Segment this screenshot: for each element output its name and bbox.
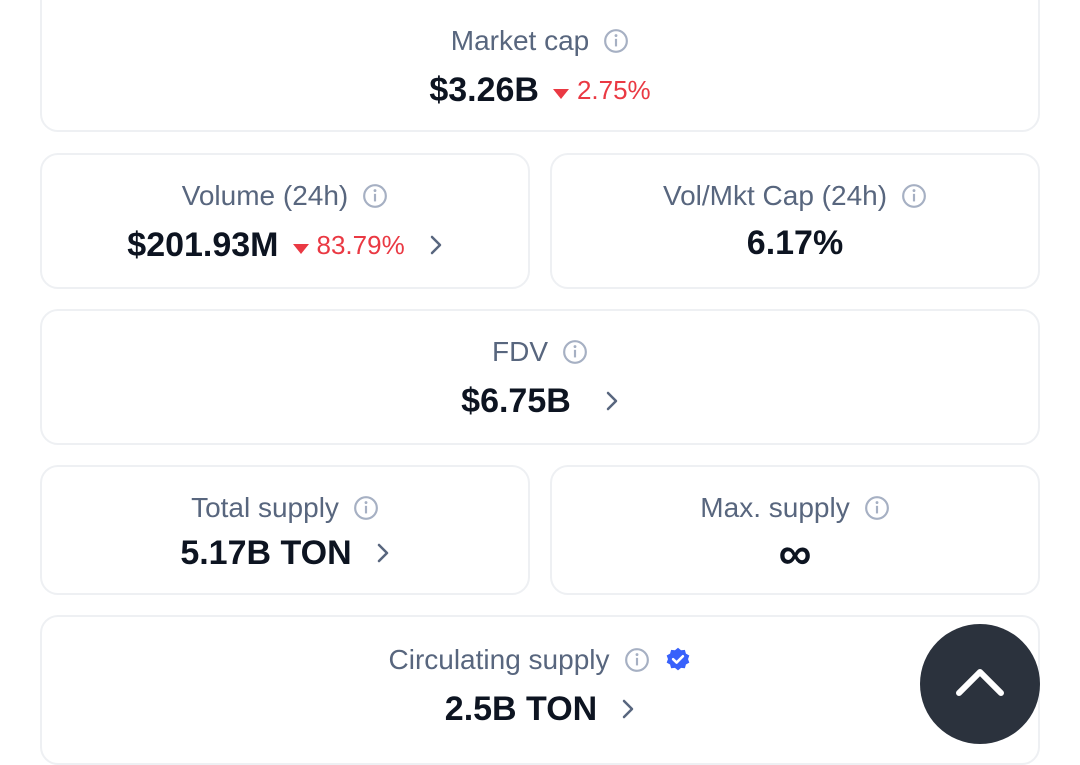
vol-mkt-cap-value-row: 6.17% [747, 223, 843, 263]
verified-badge-icon[interactable] [664, 646, 692, 674]
volume-24h-label: Volume (24h) [181, 180, 349, 211]
chevron-right-icon[interactable] [605, 390, 619, 412]
vol-mkt-cap-card: Vol/Mkt Cap (24h) 6.17% [550, 153, 1040, 289]
volume-24h-value-row: $201.93M 83.79% [127, 225, 442, 265]
info-icon[interactable] [562, 339, 588, 365]
fdv-value: $6.75B [461, 382, 571, 420]
max-supply-value-row: ∞ [778, 527, 812, 579]
vol-mkt-cap-label: Vol/Mkt Cap (24h) [662, 180, 888, 211]
total-supply-value-row: 5.17B TON [180, 533, 389, 573]
chevron-right-icon[interactable] [376, 542, 390, 564]
total-supply-value: 5.17B TON [180, 534, 352, 572]
volume-24h-change-value: 83.79% [316, 230, 405, 260]
fdv-label: FDV [492, 336, 548, 367]
circulating-supply-value-row: 2.5B TON [445, 689, 635, 729]
caret-down-icon [292, 225, 309, 265]
market-cap-change-value: 2.75% [576, 75, 651, 105]
circulating-supply-card[interactable]: Circulating supply 2.5B TON [40, 615, 1040, 765]
volume-24h-card[interactable]: Volume (24h) $201.93M 83.79% [40, 153, 530, 289]
total-supply-label: Total supply [191, 492, 339, 523]
circulating-supply-label: Circulating supply [388, 644, 610, 675]
market-cap-value: $3.26B [429, 71, 539, 109]
fdv-value-row: $6.75B [461, 381, 619, 421]
max-supply-card: Max. supply ∞ [550, 465, 1040, 595]
volume-24h-change: 83.79% [292, 225, 405, 265]
max-supply-label-row: Max. supply [700, 491, 889, 525]
chevron-right-icon[interactable] [429, 234, 443, 256]
info-icon[interactable] [353, 495, 379, 521]
vol-mkt-cap-label-row: Vol/Mkt Cap (24h) [663, 179, 927, 213]
caret-down-icon [552, 70, 569, 110]
fdv-card[interactable]: FDV $6.75B [40, 309, 1040, 445]
volume-24h-label-row: Volume (24h) [182, 179, 389, 213]
vol-mkt-cap-value: 6.17% [746, 224, 844, 262]
chevron-up-icon [955, 667, 1005, 702]
info-icon[interactable] [864, 495, 890, 521]
info-icon[interactable] [362, 183, 388, 209]
total-supply-label-row: Total supply [191, 491, 379, 525]
info-icon[interactable] [901, 183, 927, 209]
market-cap-change: 2.75% [552, 70, 651, 110]
fdv-label-row: FDV [492, 335, 588, 369]
circulating-supply-value: 2.5B TON [444, 690, 598, 728]
max-supply-value: ∞ [778, 527, 812, 579]
scroll-to-top-button[interactable] [920, 624, 1040, 744]
market-cap-card: Market cap $3.26B 2.75% [40, 0, 1040, 132]
total-supply-card[interactable]: Total supply 5.17B TON [40, 465, 530, 595]
circulating-supply-label-row: Circulating supply [389, 643, 692, 677]
market-cap-label-row: Market cap [451, 24, 630, 58]
market-cap-value-row: $3.26B 2.75% [429, 70, 650, 110]
volume-24h-value: $201.93M [127, 226, 279, 264]
info-icon[interactable] [603, 28, 629, 54]
market-cap-label: Market cap [450, 25, 590, 56]
info-icon[interactable] [624, 647, 650, 673]
chevron-right-icon[interactable] [621, 698, 635, 720]
max-supply-label: Max. supply [700, 492, 850, 523]
